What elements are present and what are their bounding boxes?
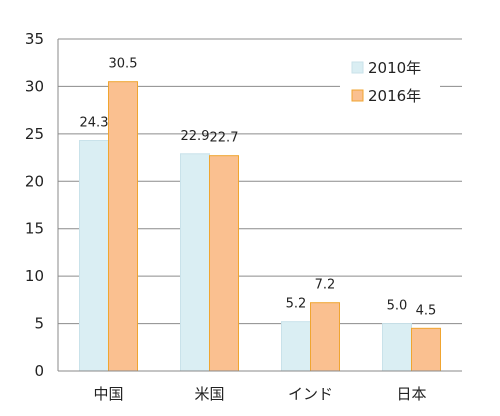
category-label: 日本	[396, 385, 426, 403]
y-tick-label: 25	[25, 125, 44, 143]
legend-swatch	[351, 61, 364, 74]
bar	[180, 153, 210, 372]
category-label: インド	[288, 385, 333, 403]
data-labels: 24.3 22.9 5.2 5.0 30.5 22.7 7.2 4.5	[80, 57, 437, 319]
axes	[57, 39, 462, 372]
bar	[411, 327, 441, 372]
bar	[281, 321, 311, 372]
bar	[310, 302, 340, 372]
legend: 2010年 2016年	[340, 52, 440, 108]
y-tick-label: 35	[25, 30, 44, 48]
category-labels: 中国 米国 インド 日本	[93, 385, 426, 403]
data-label: 7.2	[315, 278, 336, 293]
bar	[209, 155, 239, 372]
y-tick-label: 30	[25, 77, 44, 95]
category-label: 米国	[194, 385, 224, 403]
bar	[79, 139, 109, 372]
data-label: 22.7	[210, 131, 239, 146]
data-label: 22.9	[181, 129, 210, 144]
data-label: 30.5	[109, 57, 138, 72]
legend-label: 2016年	[368, 87, 421, 105]
y-axis-tick-labels: 0 5 10 15 20 25 30 35	[25, 30, 44, 380]
y-tick-label: 20	[25, 172, 44, 190]
y-tick-label: 10	[25, 267, 44, 285]
data-label: 24.3	[80, 115, 109, 130]
data-label: 4.5	[416, 303, 437, 318]
category-label: 中国	[93, 385, 123, 403]
bar	[108, 81, 138, 372]
y-tick-label: 15	[25, 220, 44, 238]
legend-swatch	[351, 89, 364, 102]
y-tick-label: 0	[34, 362, 44, 380]
data-label: 5.0	[387, 299, 408, 314]
y-tick-label: 5	[34, 315, 44, 333]
data-label: 5.2	[286, 297, 307, 312]
bars	[79, 81, 441, 372]
bar	[382, 323, 412, 372]
legend-label: 2010年	[368, 59, 421, 77]
